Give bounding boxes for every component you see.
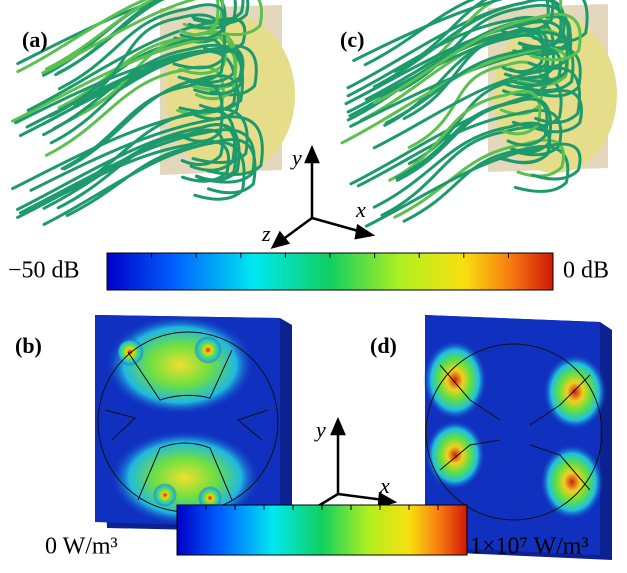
streamline bbox=[42, 43, 237, 137]
streamlines bbox=[10, 0, 589, 228]
streamline bbox=[388, 89, 542, 182]
axis-label: x bbox=[355, 197, 366, 222]
streamline bbox=[73, 13, 227, 107]
colorbar-max-label: 1×10⁷ W/m³ bbox=[470, 534, 589, 560]
streamline bbox=[340, 47, 569, 145]
streamline bbox=[372, 0, 563, 89]
streamline bbox=[384, 46, 562, 125]
streamline bbox=[42, 0, 227, 77]
streamline bbox=[395, 97, 549, 180]
streamline bbox=[63, 107, 249, 195]
streamline bbox=[56, 128, 224, 210]
panel-label: (a) bbox=[22, 27, 48, 52]
colorbar-max-label: 0 dB bbox=[563, 258, 609, 284]
streamline bbox=[57, 3, 226, 91]
streamline bbox=[62, 74, 240, 171]
streamline bbox=[45, 0, 224, 71]
streamline bbox=[344, 19, 569, 106]
streamline bbox=[41, 0, 263, 75]
streamline bbox=[348, 29, 549, 118]
axis-label: x bbox=[379, 473, 390, 498]
axes-triad bbox=[270, 144, 376, 249]
streamline bbox=[16, 0, 250, 66]
streamline bbox=[18, 128, 256, 215]
colorbar-min-label: 0 W/m³ bbox=[45, 534, 118, 560]
streamline bbox=[372, 66, 581, 150]
colorbar-min-label: −50 dB bbox=[8, 258, 80, 284]
streamline bbox=[42, 123, 238, 210]
axis-label: y bbox=[290, 145, 302, 170]
streamline bbox=[372, 121, 551, 209]
axis-label: y bbox=[314, 417, 326, 442]
streamline bbox=[364, 142, 582, 228]
streamline bbox=[29, 115, 264, 192]
colorbar bbox=[176, 504, 468, 556]
colorbar bbox=[106, 252, 554, 291]
streamline bbox=[60, 81, 224, 171]
axis-label: z bbox=[261, 221, 271, 246]
panel-label: (b) bbox=[15, 333, 42, 358]
streamline bbox=[373, 12, 582, 105]
panel-label: (c) bbox=[340, 27, 364, 52]
panel-label: (d) bbox=[370, 333, 397, 358]
streamline bbox=[14, 47, 243, 125]
streamline bbox=[352, 0, 589, 63]
streamline bbox=[16, 0, 220, 74]
streamline bbox=[393, 0, 555, 73]
streamline bbox=[65, 140, 246, 218]
